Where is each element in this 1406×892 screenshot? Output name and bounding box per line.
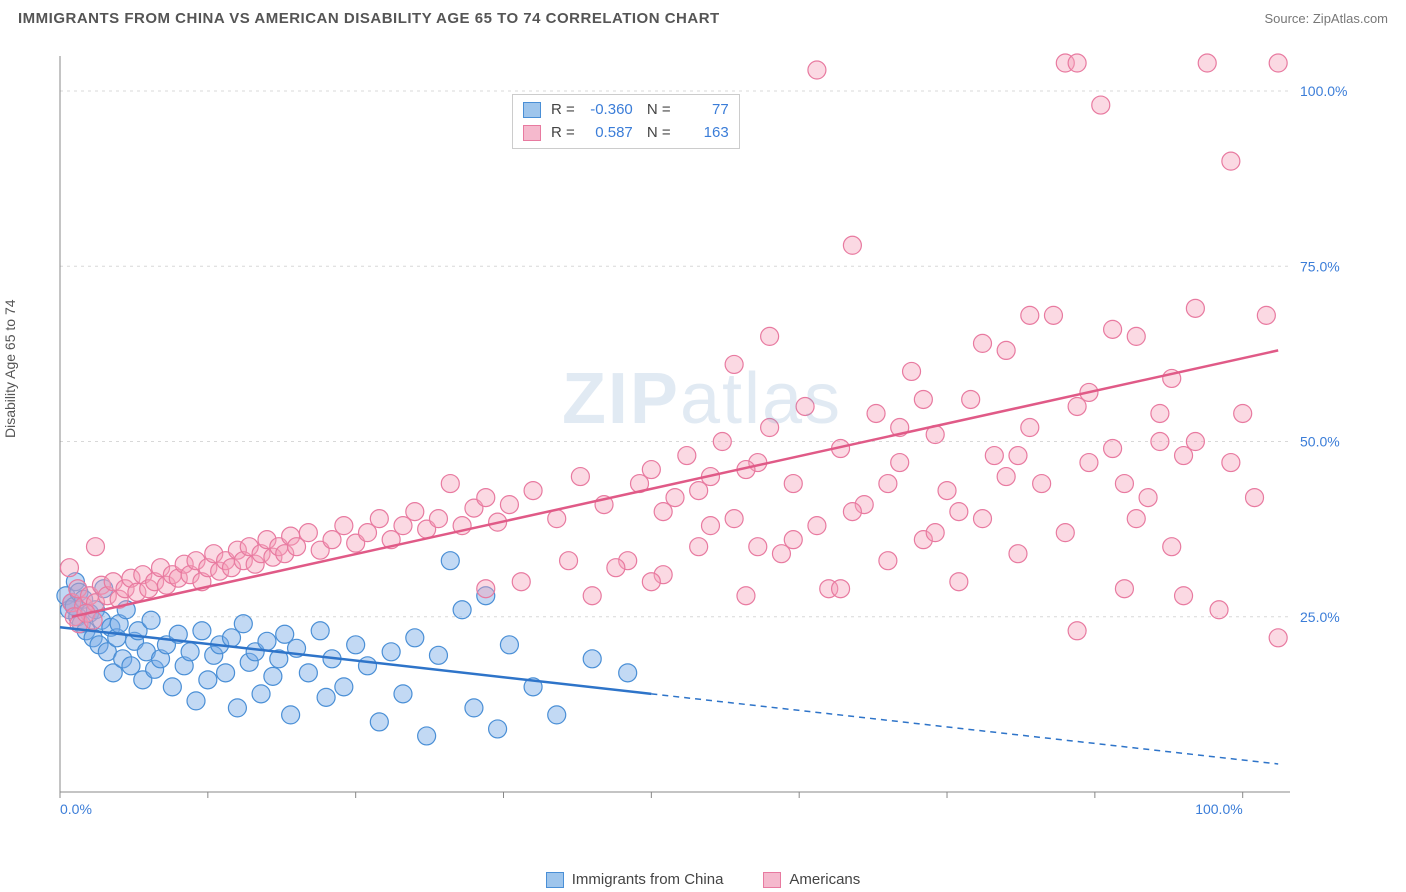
n-value-2: 163 <box>681 122 729 145</box>
legend: Immigrants from China Americans <box>0 871 1406 888</box>
svg-text:50.0%: 50.0% <box>1300 434 1340 450</box>
legend-label-2: Americans <box>789 871 860 888</box>
y-axis-label: Disability Age 65 to 74 <box>2 299 18 438</box>
svg-text:100.0%: 100.0% <box>1300 83 1347 99</box>
chart-plot-area: 25.0%50.0%75.0%100.0%0.0%100.0% ZIPatlas… <box>52 48 1352 828</box>
chart-title: IMMIGRANTS FROM CHINA VS AMERICAN DISABI… <box>18 10 720 27</box>
legend-swatch-1 <box>546 872 564 888</box>
stats-swatch-2 <box>523 125 541 141</box>
stats-row-series1: R = -0.360 N = 77 <box>523 99 729 122</box>
r-value-2: 0.587 <box>585 122 633 145</box>
svg-text:25.0%: 25.0% <box>1300 609 1340 625</box>
legend-item-2: Americans <box>763 871 860 888</box>
r-value-1: -0.360 <box>585 99 633 122</box>
n-value-1: 77 <box>681 99 729 122</box>
legend-item-1: Immigrants from China <box>546 871 724 888</box>
stats-swatch-1 <box>523 102 541 118</box>
chart-header: IMMIGRANTS FROM CHINA VS AMERICAN DISABI… <box>0 0 1406 35</box>
svg-text:75.0%: 75.0% <box>1300 258 1340 274</box>
legend-label-1: Immigrants from China <box>572 871 724 888</box>
source-label: Source: ZipAtlas.com <box>1264 11 1388 26</box>
stats-row-series2: R = 0.587 N = 163 <box>523 122 729 145</box>
svg-text:0.0%: 0.0% <box>60 801 92 817</box>
svg-text:100.0%: 100.0% <box>1195 801 1242 817</box>
correlation-stats-box: R = -0.360 N = 77 R = 0.587 N = 163 <box>512 94 740 149</box>
legend-swatch-2 <box>763 872 781 888</box>
scatter-chart-svg: 25.0% 50.0% 75.0% 100.0% 0.0% 100.0% <box>52 48 1352 828</box>
